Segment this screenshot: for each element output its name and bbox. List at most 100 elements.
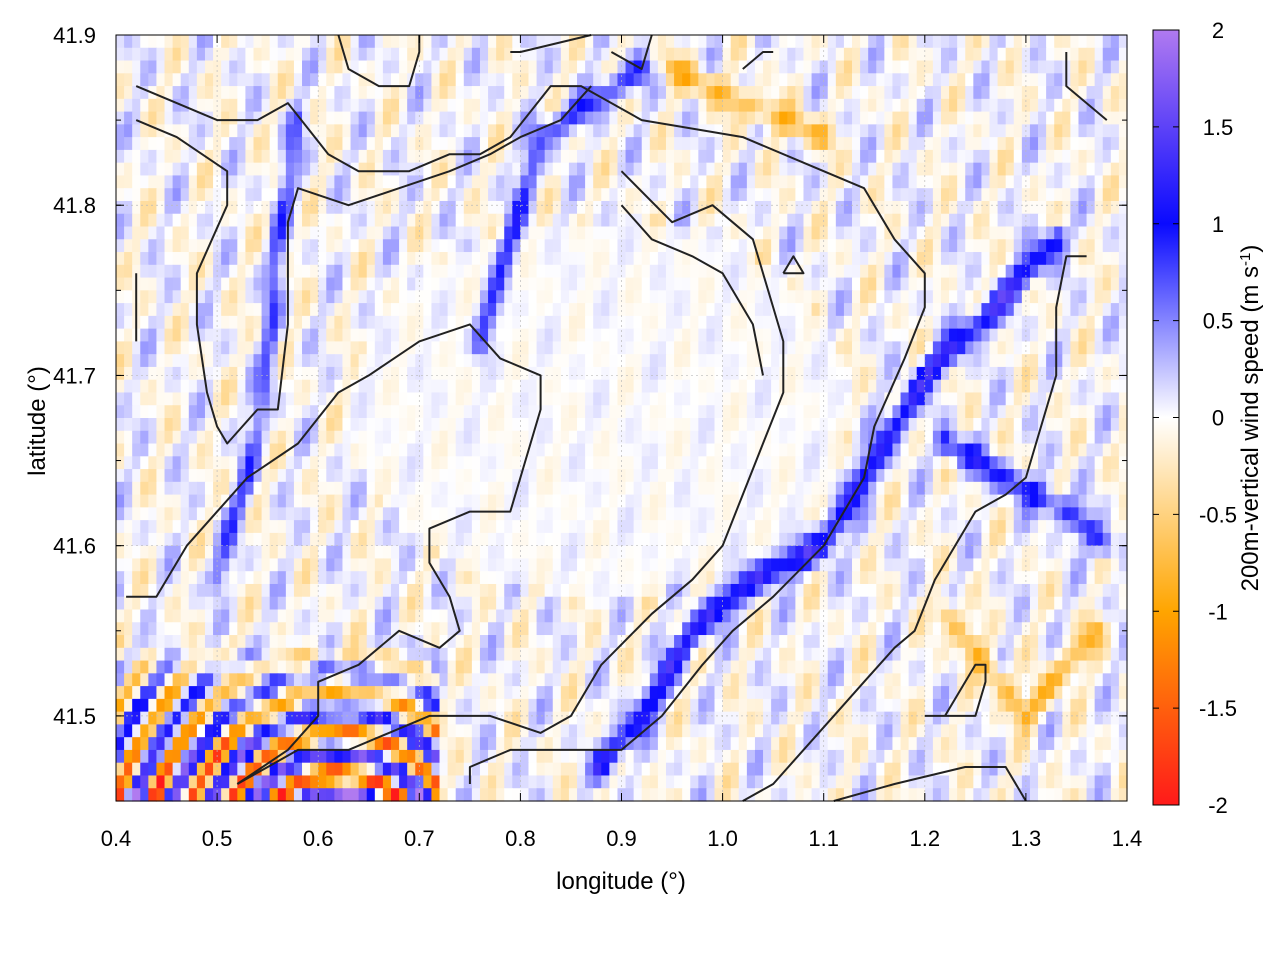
heatmap-cell (665, 532, 675, 547)
heatmap-cell (763, 456, 772, 470)
heatmap-cell (237, 443, 247, 457)
heatmap-cell (1038, 405, 1047, 419)
heatmap-cell (358, 328, 368, 342)
heatmap-cell (116, 303, 125, 317)
heatmap-cell (625, 366, 635, 381)
heatmap-cell (649, 277, 659, 291)
heatmap-cell (949, 264, 958, 279)
heatmap-cell (940, 277, 950, 291)
heatmap-cell (447, 507, 457, 521)
heatmap-cell (390, 124, 400, 138)
heatmap-cell (1078, 162, 1088, 177)
heatmap-cell (795, 60, 805, 74)
heatmap-cell (803, 392, 813, 406)
heatmap-cell (204, 366, 214, 381)
heatmap-cell (415, 481, 424, 496)
heatmap-cell (269, 303, 279, 317)
heatmap-cell (528, 98, 538, 113)
heatmap-cell (350, 188, 360, 202)
heatmap-cell (892, 418, 902, 432)
heatmap-cell (188, 124, 198, 138)
heatmap-cell (730, 111, 740, 125)
heatmap-cell (746, 111, 756, 125)
heatmap-cell (164, 200, 174, 215)
heatmap-cell (180, 35, 190, 49)
heatmap-cell (682, 430, 691, 445)
heatmap-cell (1029, 303, 1039, 317)
heatmap-cell (318, 469, 327, 483)
heatmap-cell (358, 200, 368, 215)
heatmap-cell (957, 264, 966, 279)
heatmap-cell (544, 315, 554, 330)
heatmap-cell (366, 73, 376, 87)
heatmap-cell (310, 111, 319, 125)
heatmap-cell (1102, 200, 1112, 215)
heatmap-cell (674, 252, 683, 266)
heatmap-cell (439, 341, 449, 355)
heatmap-cell (528, 405, 538, 419)
heatmap-cell (140, 175, 149, 189)
heatmap-cell (124, 35, 133, 49)
heatmap-cell (447, 175, 457, 189)
heatmap-cell (997, 405, 1007, 419)
heatmap-cell (682, 354, 691, 368)
heatmap-cell (1070, 264, 1080, 279)
heatmap-cell (973, 303, 983, 317)
heatmap-cell (310, 213, 319, 228)
heatmap-cell (1102, 469, 1112, 483)
heatmap-cell (326, 532, 335, 547)
heatmap-cell (310, 124, 319, 138)
heatmap-cell (1046, 379, 1055, 394)
heatmap-cell (835, 200, 845, 215)
heatmap-cell (1013, 252, 1023, 266)
heatmap-cell (1118, 290, 1128, 304)
heatmap-cell (1094, 392, 1104, 406)
heatmap-cell (455, 98, 465, 113)
heatmap-cell (1070, 469, 1080, 483)
heatmap-cell (310, 252, 319, 266)
heatmap-cell (544, 366, 554, 381)
heatmap-cell (132, 60, 141, 74)
heatmap-cell (116, 418, 125, 432)
heatmap-cell (253, 443, 263, 457)
heatmap-cell (771, 354, 780, 368)
heatmap-cell (520, 226, 530, 240)
heatmap-cell (463, 341, 473, 355)
heatmap-cell (738, 405, 748, 419)
heatmap-cell (657, 366, 667, 381)
heatmap-cell (1038, 303, 1047, 317)
heatmap-cell (261, 328, 271, 342)
heatmap-cell (390, 162, 400, 177)
heatmap-cell (1046, 481, 1055, 496)
heatmap-cell (358, 111, 368, 125)
heatmap-cell (641, 418, 651, 432)
heatmap-cell (455, 213, 465, 228)
heatmap-cell (1070, 200, 1080, 215)
heatmap-cell (1070, 303, 1080, 317)
heatmap-cell (754, 239, 764, 253)
heatmap-cell (657, 60, 667, 74)
heatmap-cell (900, 188, 910, 202)
heatmap-cell (989, 239, 999, 253)
heatmap-cell (488, 239, 497, 253)
heatmap-cell (269, 86, 279, 100)
heatmap-cell (293, 507, 303, 521)
heatmap-cell (965, 481, 974, 496)
heatmap-cell (957, 507, 966, 521)
heatmap-cell (188, 366, 198, 381)
heatmap-cell (204, 469, 214, 483)
heatmap-cell (892, 481, 902, 496)
heatmap-cell (989, 86, 999, 100)
heatmap-cell (374, 354, 384, 368)
heatmap-cell (682, 315, 691, 330)
heatmap-cell (229, 252, 238, 266)
heatmap-cell (973, 354, 983, 368)
heatmap-cell (204, 443, 214, 457)
heatmap-cell (318, 124, 327, 138)
heatmap-cell (690, 456, 699, 470)
heatmap-cell (714, 226, 724, 240)
heatmap-cell (884, 264, 894, 279)
heatmap-cell (1029, 494, 1039, 508)
heatmap-cell (965, 366, 974, 381)
heatmap-cell (949, 494, 958, 508)
